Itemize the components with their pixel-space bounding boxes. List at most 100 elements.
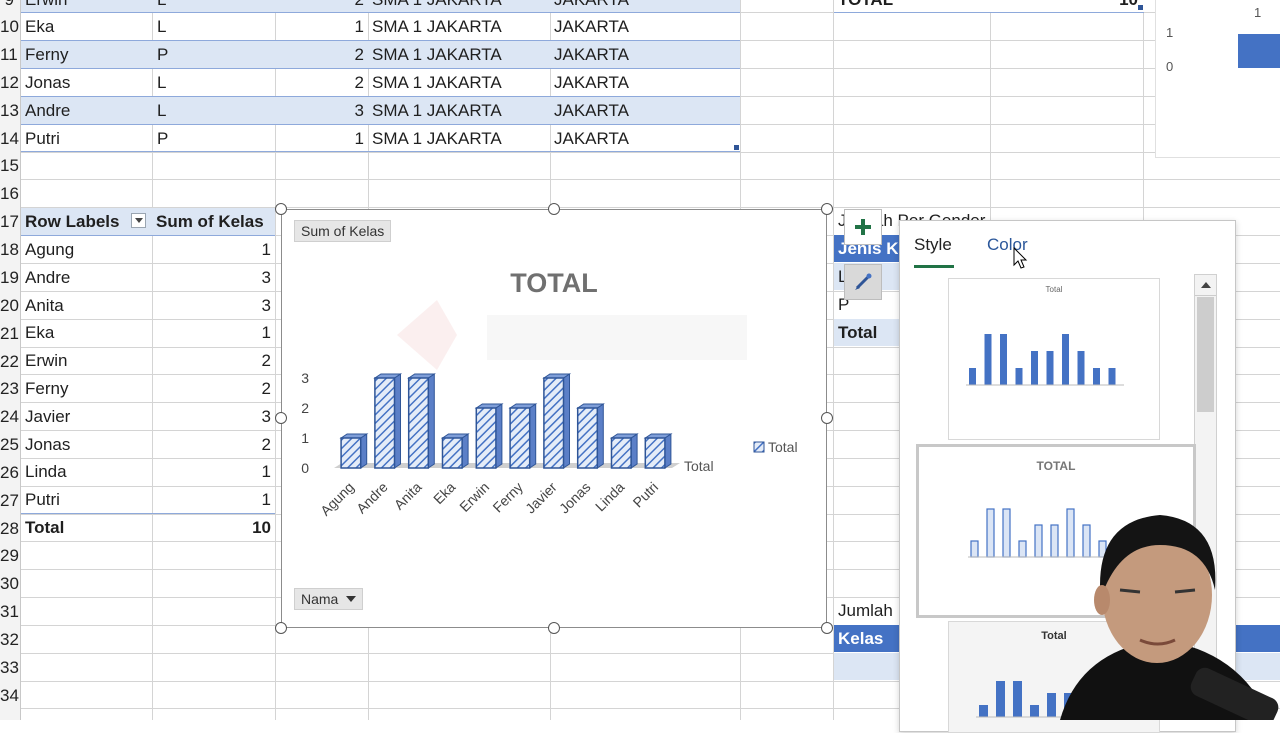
- table-cell-city[interactable]: JAKARTA: [554, 17, 629, 36]
- chart-styles-button[interactable]: [844, 264, 882, 300]
- table-resize-handle[interactable]: [734, 145, 739, 150]
- pivot-row-value[interactable]: 1: [261, 323, 271, 343]
- table-cell-name[interactable]: Erwin: [25, 0, 68, 13]
- scroll-thumb[interactable]: [1197, 297, 1214, 412]
- tab-color[interactable]: Color: [987, 235, 1028, 254]
- table-cell-school[interactable]: SMA 1 JAKARTA: [372, 17, 502, 36]
- pivot-row-value[interactable]: 2: [261, 434, 271, 454]
- pivot-row-label[interactable]: Andre: [25, 267, 71, 287]
- resize-handle-bottom-left[interactable]: [275, 622, 287, 634]
- row-number[interactable]: 16: [0, 184, 19, 203]
- resize-handle-bottom-right[interactable]: [821, 622, 833, 634]
- field-button-nama[interactable]: Nama: [294, 588, 364, 610]
- pivot-row-value[interactable]: 3: [261, 406, 271, 426]
- row-number[interactable]: 14: [0, 129, 19, 148]
- table-cell-gender[interactable]: L: [157, 101, 167, 120]
- pivot-row-label[interactable]: Jonas: [25, 434, 71, 454]
- scroll-up-button[interactable]: [1195, 275, 1216, 296]
- pivot-row-value[interactable]: 1: [261, 490, 271, 510]
- chart-elements-button[interactable]: [844, 209, 882, 245]
- row-number[interactable]: 21: [0, 324, 19, 343]
- row-number[interactable]: 17: [0, 212, 19, 231]
- field-button-sum-of-kelas[interactable]: Sum of Kelas: [294, 220, 392, 242]
- row-number[interactable]: 11: [0, 45, 18, 64]
- resize-handle-top-left[interactable]: [275, 203, 287, 215]
- table-cell-kelas[interactable]: 2: [276, 0, 364, 13]
- mini-chart[interactable]: 1 0 1: [1155, 0, 1280, 158]
- row-number[interactable]: 23: [0, 379, 19, 398]
- row-number[interactable]: 20: [0, 296, 19, 315]
- resize-handle-bottom[interactable]: [548, 622, 560, 634]
- resize-handle-top[interactable]: [548, 203, 560, 215]
- row-number[interactable]: 28: [0, 519, 19, 538]
- row-number[interactable]: 33: [0, 658, 19, 677]
- pivot-row-label[interactable]: Erwin: [25, 351, 68, 371]
- table-cell-city[interactable]: JAKARTA: [554, 73, 629, 92]
- row-number[interactable]: 29: [0, 546, 19, 565]
- table-cell-school[interactable]: SMA 1 JAKARTA: [372, 45, 502, 64]
- pivot-row-value[interactable]: 2: [261, 379, 271, 398]
- pivot-row-value[interactable]: 1: [261, 462, 271, 482]
- table-cell-name[interactable]: Jonas: [25, 73, 71, 92]
- row-header-column[interactable]: [0, 0, 21, 720]
- row-number[interactable]: 15: [0, 156, 19, 175]
- filter-dropdown-button[interactable]: [131, 213, 146, 228]
- resize-handle-top-right[interactable]: [821, 203, 833, 215]
- row-number[interactable]: 13: [0, 101, 19, 120]
- chart-style-thumbnail-1[interactable]: Total: [948, 278, 1160, 440]
- row-number[interactable]: 24: [0, 407, 19, 426]
- row-number[interactable]: 18: [0, 240, 19, 259]
- row-number[interactable]: 22: [0, 352, 19, 371]
- table-cell-kelas[interactable]: 1: [354, 17, 364, 36]
- pivot-row-value[interactable]: 1: [261, 240, 271, 259]
- table-cell-kelas[interactable]: 2: [354, 45, 364, 64]
- table-cell-name[interactable]: Ferny: [25, 45, 69, 64]
- pivot-row-value[interactable]: 3: [261, 295, 271, 315]
- row-number[interactable]: 12: [0, 73, 19, 92]
- table-cell-name[interactable]: Putri: [25, 129, 60, 148]
- pivot-row-label[interactable]: Putri: [25, 490, 60, 510]
- row-number[interactable]: 34: [0, 686, 19, 705]
- row-number[interactable]: 10: [0, 17, 19, 36]
- row-number[interactable]: 19: [0, 268, 19, 287]
- table-cell-name[interactable]: Andre: [25, 101, 71, 120]
- pivot-row-label[interactable]: Anita: [25, 295, 64, 315]
- pivot-chart[interactable]: Sum of Kelas TOTAL 0 1 2 3 Agung Andre Anita Eka…: [281, 209, 827, 628]
- pivot-row-label[interactable]: Linda: [25, 462, 67, 482]
- table-cell-school[interactable]: SMA 1 JAKARTA: [372, 0, 502, 13]
- row-number[interactable]: 32: [0, 630, 19, 649]
- pivot-row-value[interactable]: 2: [261, 351, 271, 371]
- table-cell-school[interactable]: SMA 1 JAKARTA: [372, 73, 502, 92]
- table-cell-school[interactable]: SMA 1 JAKARTA: [372, 129, 502, 148]
- table-cell-kelas[interactable]: 3: [354, 101, 364, 120]
- table-cell-gender[interactable]: P: [157, 45, 169, 64]
- tab-style[interactable]: Style: [914, 235, 952, 254]
- pivot-row-label[interactable]: Eka: [25, 323, 55, 343]
- table-cell-name[interactable]: Eka: [25, 17, 55, 36]
- table-cell-gender[interactable]: L: [157, 0, 166, 13]
- pivot-row-label[interactable]: Agung: [25, 240, 75, 259]
- row-number[interactable]: 26: [0, 463, 19, 482]
- table-cell-city[interactable]: JAKARTA: [554, 0, 629, 13]
- row-number[interactable]: 25: [0, 435, 19, 454]
- table-cell-city[interactable]: JAKARTA: [554, 101, 629, 120]
- table-cell-city[interactable]: JAKARTA: [554, 129, 629, 148]
- table-cell-gender[interactable]: P: [157, 129, 169, 148]
- pivot-row-value[interactable]: 3: [261, 267, 271, 287]
- table-cell-city[interactable]: JAKARTA: [554, 45, 629, 64]
- table-cell-gender[interactable]: L: [157, 17, 167, 36]
- table-cell-kelas[interactable]: 1: [354, 129, 364, 148]
- row-number[interactable]: 9: [0, 0, 14, 13]
- resize-handle-right[interactable]: [821, 412, 833, 424]
- table-cell-school[interactable]: SMA 1 JAKARTA: [372, 101, 502, 120]
- row-number[interactable]: 27: [0, 491, 19, 510]
- resize-handle-left[interactable]: [275, 412, 287, 424]
- row-number[interactable]: 31: [0, 602, 19, 621]
- chart-style-panel[interactable]: Style Color Total TOTAL Total: [899, 220, 1236, 733]
- pivot-row-label[interactable]: Javier: [25, 406, 71, 426]
- row-number[interactable]: 30: [0, 574, 19, 593]
- table-cell-kelas[interactable]: 2: [354, 73, 364, 92]
- table-cell-gender[interactable]: L: [157, 73, 167, 92]
- pivot-row-label[interactable]: Ferny: [25, 379, 69, 398]
